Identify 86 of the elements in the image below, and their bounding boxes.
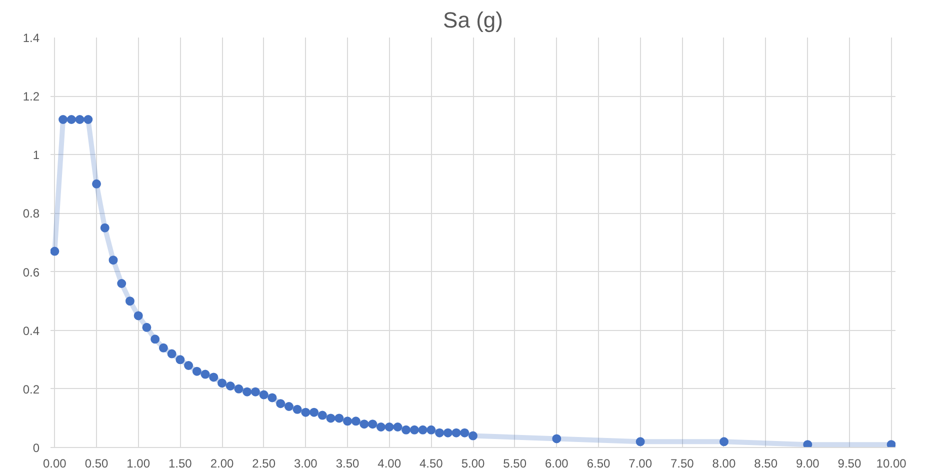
x-tick-label: 2.50 xyxy=(252,456,276,470)
point xyxy=(142,322,152,332)
point xyxy=(452,428,461,438)
point xyxy=(886,440,896,448)
x-tick-label: 5.50 xyxy=(503,456,527,470)
point xyxy=(318,410,327,420)
point xyxy=(376,422,386,432)
x-tick-label: 1.00 xyxy=(126,456,150,470)
point xyxy=(410,425,419,434)
point xyxy=(167,349,176,358)
x-tick-label: 4.00 xyxy=(378,456,402,470)
point xyxy=(636,437,645,446)
point xyxy=(351,416,360,426)
point xyxy=(276,399,286,408)
y-tick-label: 0.4 xyxy=(22,324,40,338)
point xyxy=(192,366,202,376)
point xyxy=(176,355,185,364)
point xyxy=(84,115,93,124)
point xyxy=(393,422,402,432)
x-tick-label: 1.50 xyxy=(168,456,192,470)
x-tick-label: 6.00 xyxy=(544,456,569,470)
point xyxy=(360,420,369,429)
point xyxy=(384,422,394,432)
x-tick-label: 7.00 xyxy=(628,456,652,470)
x-tick-label: 9.00 xyxy=(796,456,820,470)
point xyxy=(134,311,143,320)
x-tick-label: 5.00 xyxy=(461,456,486,470)
point xyxy=(368,420,378,429)
point xyxy=(108,256,118,265)
point xyxy=(117,279,126,288)
point xyxy=(334,414,344,423)
point xyxy=(343,416,352,426)
x-tick-label: 10.00 xyxy=(876,456,907,470)
y-tick-label: 1.2 xyxy=(22,90,40,104)
point xyxy=(184,361,194,370)
point xyxy=(226,382,235,390)
point xyxy=(468,431,478,440)
point xyxy=(803,440,812,448)
point xyxy=(75,115,84,124)
x-tick-label: 6.50 xyxy=(586,456,610,470)
x-tick-label: 9.50 xyxy=(838,456,862,470)
chart-title: Sa (g) xyxy=(443,8,503,32)
point xyxy=(460,428,470,438)
point xyxy=(209,372,218,382)
x-tick-label: 2.00 xyxy=(210,456,234,470)
point xyxy=(100,223,110,232)
point xyxy=(242,387,252,396)
point xyxy=(58,115,68,124)
x-tick-label: 3.00 xyxy=(294,456,318,470)
point xyxy=(234,384,244,394)
point xyxy=(250,387,260,396)
point xyxy=(150,334,160,344)
point xyxy=(310,408,319,417)
x-tick-label: 7.50 xyxy=(670,456,694,470)
point xyxy=(292,404,302,414)
point xyxy=(719,437,728,446)
y-tick-label: 0 xyxy=(32,441,40,455)
x-tick-label: 8.50 xyxy=(754,456,778,470)
point xyxy=(259,390,268,400)
x-tick-label: 3.50 xyxy=(336,456,360,470)
y-tick-label: 0.6 xyxy=(22,265,40,280)
point xyxy=(50,246,60,256)
point xyxy=(284,402,294,411)
point xyxy=(426,425,436,434)
point xyxy=(435,428,444,438)
y-tick-label: 1.4 xyxy=(22,31,40,45)
point xyxy=(552,434,562,444)
point xyxy=(443,428,452,438)
point xyxy=(268,393,277,402)
x-tick-label: 8.00 xyxy=(712,456,736,470)
point xyxy=(66,115,76,124)
y-tick-label: 0.2 xyxy=(22,382,40,396)
point xyxy=(301,408,310,417)
y-tick-label: 0.8 xyxy=(22,206,40,221)
x-tick-label: 0.00 xyxy=(43,456,67,470)
y-tick-label: 1 xyxy=(32,148,40,162)
point xyxy=(218,378,227,388)
point xyxy=(92,179,102,188)
point xyxy=(402,425,411,434)
point xyxy=(200,370,210,379)
point xyxy=(158,343,168,352)
x-tick-label: 4.50 xyxy=(419,456,444,470)
point xyxy=(418,425,428,434)
point xyxy=(125,296,134,306)
point xyxy=(326,414,336,423)
x-tick-label: 0.50 xyxy=(84,456,109,470)
